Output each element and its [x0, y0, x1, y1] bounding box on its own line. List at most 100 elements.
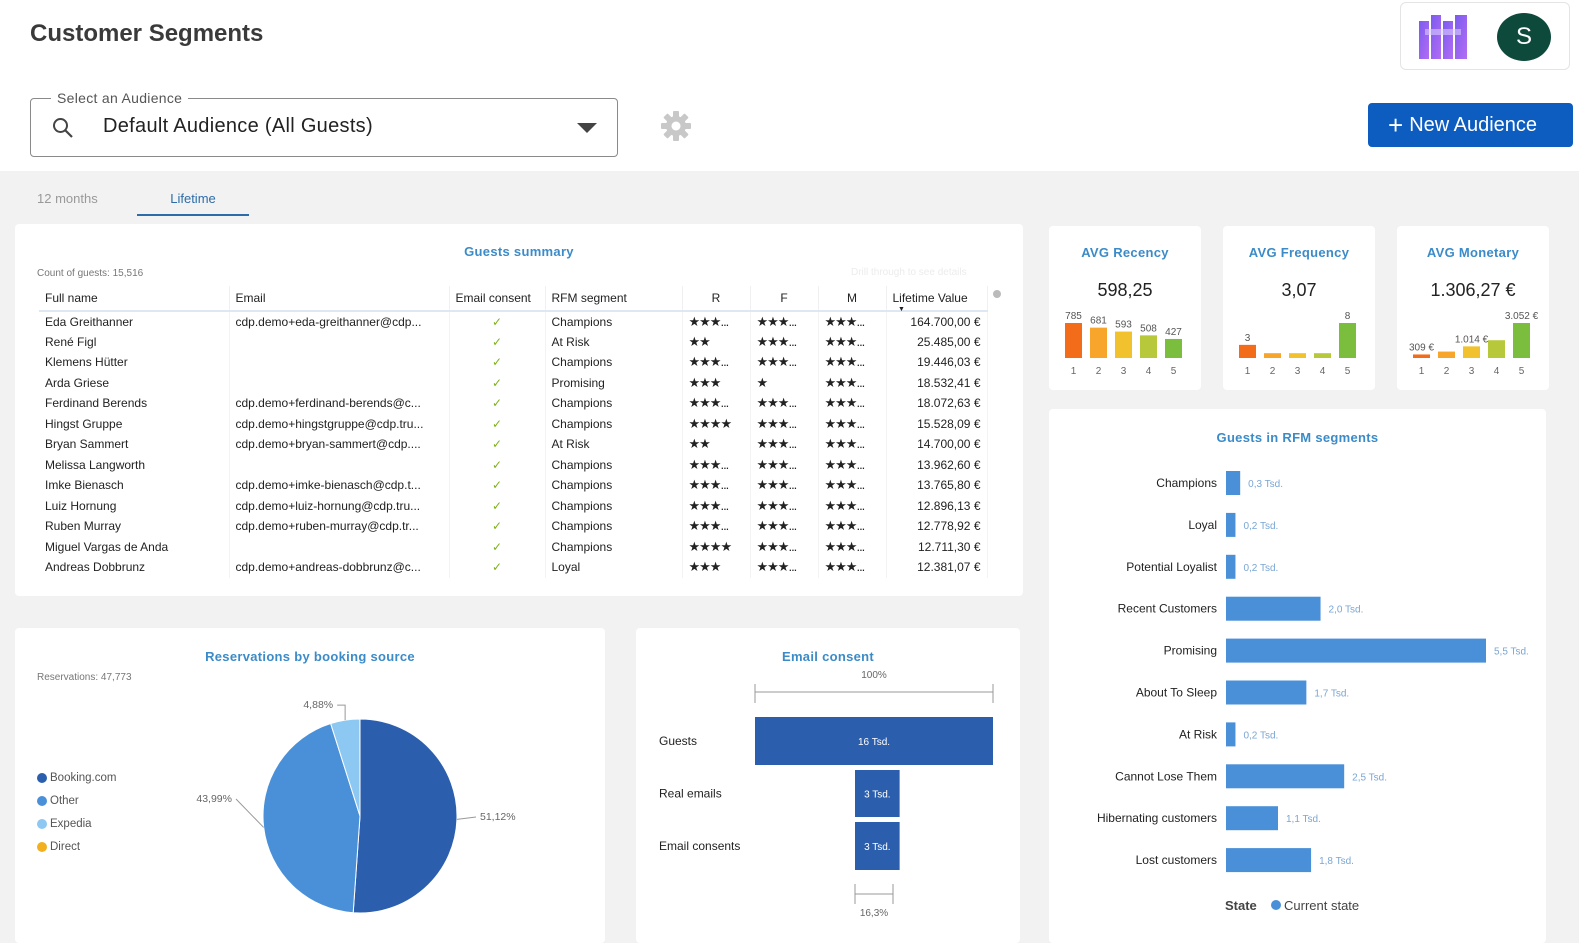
drill-through-hint: Drill through to see details: [851, 267, 967, 278]
lifetime-value-cell: 12.381,07 €: [886, 557, 988, 578]
pie-label-leader: [456, 816, 477, 820]
kpi-bar-label: 785: [1065, 311, 1082, 322]
avg-monetary-card: AVG Monetary 1.306,27 € 309 € 1 2 1.014 € 3 4…: [1397, 226, 1549, 390]
full-name-cell: Bryan Sammert: [39, 434, 230, 455]
table-row[interactable]: Eda Greithanner cdp.demo+eda-greithanner@…: [39, 311, 988, 332]
column-header-email-consent[interactable]: Email consent: [449, 286, 546, 312]
m-score-cell: ★★★...: [818, 454, 887, 475]
email-bar: [855, 770, 900, 817]
kpi-bar-label: 3: [1245, 333, 1251, 344]
m-score-cell: ★★★...: [818, 536, 887, 557]
column-header-rfm-segment[interactable]: RFM segment: [545, 286, 683, 312]
r-score-cell: ★★: [682, 434, 751, 455]
table-row[interactable]: Hingst Gruppe cdp.demo+hingstgruppe@cdp.t…: [39, 413, 988, 434]
table-row[interactable]: Miguel Vargas de Anda ✓ Champions ★★★★ ★★★..…: [39, 536, 988, 557]
kpi-bar: [1488, 340, 1505, 358]
rfm-bar-label: 0,2 Tsd.: [1243, 563, 1278, 574]
column-header-m[interactable]: M: [818, 286, 887, 312]
table-row[interactable]: Luiz Hornung cdp.demo+luiz-hornung@cdp.tr…: [39, 495, 988, 516]
table-row[interactable]: Andreas Dobbrunz cdp.demo+andreas-dobbrun…: [39, 557, 988, 578]
rfm-bar-label: 0,2 Tsd.: [1243, 730, 1278, 741]
kpi-bar-label: 427: [1165, 327, 1182, 338]
avg-recency-card: AVG Recency 598,25 785 1 681 2 593 3 508 4 427 5: [1049, 226, 1201, 390]
full-name-cell: René Figl: [39, 331, 230, 352]
rfm-bar: [1226, 680, 1307, 705]
r-score-cell: ★★★★: [682, 413, 751, 434]
column-header-full-name[interactable]: Full name: [39, 286, 230, 312]
m-score-cell: ★★★...: [818, 352, 887, 373]
kpi-bar-label: 3.052 €: [1505, 311, 1539, 322]
legend-dot-icon: [37, 841, 47, 852]
email-consent-card: Email consent 100% Guests 16 Tsd. Real emai…: [636, 628, 1020, 943]
email-bar: [855, 822, 900, 870]
pie-label-leader: [235, 798, 265, 828]
table-row[interactable]: Bryan Sammert cdp.demo+bryan-sammert@cdp.…: [39, 434, 988, 455]
legend-item[interactable]: Direct: [37, 835, 116, 858]
sort-desc-icon: ▼: [898, 306, 905, 313]
table-row[interactable]: Melissa Langworth ✓ Champions ★★★... ★★★... ★…: [39, 454, 988, 475]
f-score-cell: ★★★...: [750, 393, 819, 414]
email-cell: cdp.demo+hingstgruppe@cdp.tru...: [229, 413, 450, 434]
rfm-segment-cell: Champions: [545, 495, 683, 516]
full-name-cell: Hingst Gruppe: [39, 413, 230, 434]
avg-frequency-chart: 3 1 2 3 4 8 5: [1239, 311, 1356, 377]
rfm-bar: [1226, 512, 1236, 537]
email-consent-cell: ✓: [449, 352, 546, 373]
column-header-lifetime-value[interactable]: Lifetime Value: [886, 286, 988, 312]
rfm-segment-cell: Champions: [545, 352, 683, 373]
rfm-segment-cell: Loyal: [545, 557, 683, 578]
kpi-bar-label: 1.014 €: [1455, 334, 1489, 345]
kpi-category-label: 4: [1146, 366, 1152, 377]
table-row[interactable]: Arda Griese ✓ Promising ★★★ ★ ★★★... 18.532,41…: [39, 372, 988, 393]
rfm-category-label: Champions: [1156, 476, 1217, 490]
kpi-category-label: 2: [1096, 366, 1102, 377]
kpi-bar: [1165, 338, 1182, 358]
rfm-bar: [1226, 848, 1312, 873]
audience-select[interactable]: Select an Audience Default Audience (All…: [30, 90, 618, 157]
table-row[interactable]: Ruben Murray cdp.demo+ruben-murray@cdp.tr…: [39, 516, 988, 537]
gear-icon[interactable]: [660, 110, 692, 142]
r-score-cell: ★★★...: [682, 454, 751, 475]
rfm-segment-cell: Champions: [545, 516, 683, 537]
tab-lifetime[interactable]: Lifetime: [137, 191, 249, 216]
avg-recency-chart: 785 1 681 2 593 3 508 4 427 5: [1065, 311, 1182, 377]
table-row[interactable]: Klemens Hütter ✓ Champions ★★★... ★★★... ★★★.…: [39, 352, 988, 373]
rfm-category-label: Cannot Lose Them: [1115, 769, 1217, 783]
rfm-bar: [1226, 554, 1236, 579]
kpi-bar: [1264, 353, 1281, 358]
audience-select-value: Default Audience (All Guests): [103, 115, 373, 137]
rfm-segments-title: Guests in RFM segments: [1216, 430, 1379, 445]
f-score-cell: ★★★...: [750, 536, 819, 557]
user-avatar[interactable]: S: [1497, 13, 1551, 61]
legend-item[interactable]: Expedia: [37, 812, 116, 835]
legend-label: Booking.com: [50, 771, 117, 784]
legend-item[interactable]: Booking.com: [37, 766, 116, 789]
rfm-bar: [1226, 638, 1486, 663]
email-cell: cdp.demo+imke-bienasch@cdp.t...: [229, 475, 450, 496]
pie-slice-label: 4,88%: [303, 699, 333, 711]
email-consent-cell: ✓: [449, 516, 546, 537]
tab-12-months[interactable]: 12 months: [37, 191, 98, 206]
f-score-cell: ★★★...: [750, 516, 819, 537]
column-header-email[interactable]: Email: [229, 286, 450, 312]
lifetime-value-cell: 25.485,00 €: [886, 331, 988, 352]
table-row[interactable]: Ferdinand Berends cdp.demo+ferdinand-bere…: [39, 393, 988, 414]
email-category-label: Guests: [659, 734, 697, 748]
rfm-category-label: About To Sleep: [1136, 686, 1218, 700]
avg-monetary-value: 1.306,27 €: [1430, 280, 1516, 300]
scrollbar-handle[interactable]: [993, 290, 1001, 298]
legend-item[interactable]: Other: [37, 789, 116, 812]
m-score-cell: ★★★...: [818, 331, 887, 352]
rfm-bar-label: 2,5 Tsd.: [1352, 772, 1387, 783]
full-name-cell: Ruben Murray: [39, 516, 230, 537]
email-bar-label: 16 Tsd.: [858, 737, 890, 748]
new-audience-button[interactable]: + New Audience: [1368, 103, 1573, 147]
column-header-f[interactable]: F: [750, 286, 819, 312]
column-header-r[interactable]: R: [682, 286, 751, 312]
table-row[interactable]: René Figl ✓ At Risk ★★ ★★★... ★★★... 25.485,00…: [39, 331, 988, 352]
legend-dot-icon: [37, 795, 47, 806]
email-cell: [229, 372, 450, 393]
rfm-bar-label: 5,5 Tsd.: [1494, 647, 1529, 658]
table-row[interactable]: Imke Bienasch cdp.demo+imke-bienasch@cdp.…: [39, 475, 988, 496]
avg-recency-title: AVG Recency: [1081, 245, 1169, 260]
